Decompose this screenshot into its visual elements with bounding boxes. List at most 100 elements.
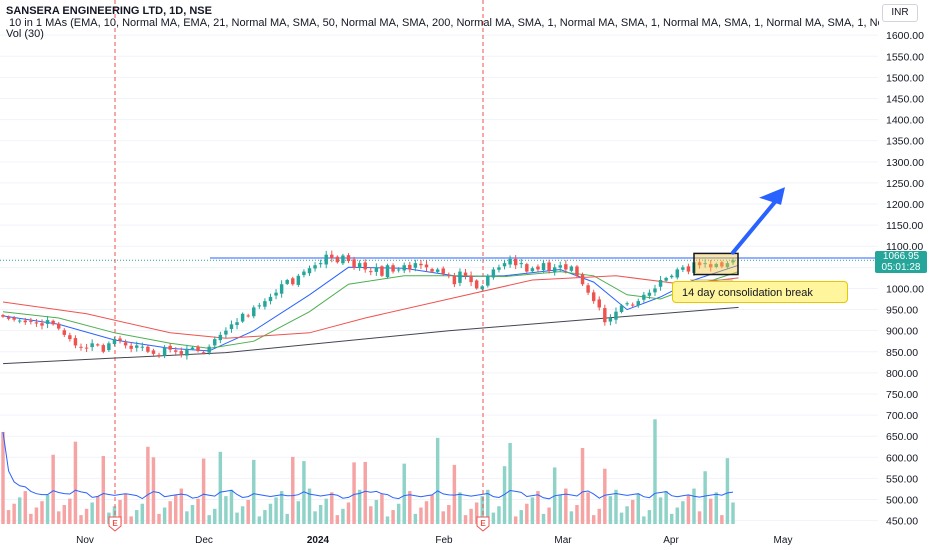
candle-body <box>357 263 362 269</box>
volume-bar <box>151 457 156 524</box>
volume-bar <box>608 496 613 524</box>
volume-bar <box>630 499 635 524</box>
candle-body <box>112 339 117 345</box>
candle-body <box>681 267 685 270</box>
volume-bar <box>357 489 362 524</box>
indicator-legend: 10 in 1 MAs (EMA, 10, Normal MA, EMA, 21… <box>9 17 879 29</box>
y-tick-label: 950.00 <box>886 305 918 317</box>
y-tick-label: 750.00 <box>886 389 918 401</box>
candle-body <box>96 344 100 346</box>
consolidation-rectangle <box>693 252 739 276</box>
volume-bar <box>692 488 696 524</box>
volume-bar <box>112 506 117 524</box>
volume-bar <box>569 511 574 524</box>
candle-body <box>135 345 139 348</box>
volume-bar <box>62 505 67 524</box>
candle-body <box>630 304 635 306</box>
volume-bar <box>79 515 83 524</box>
candle-body <box>653 288 657 293</box>
candle-body <box>391 265 395 272</box>
candle-body <box>469 275 473 283</box>
volume-bar <box>619 512 624 524</box>
volume-bar <box>497 506 501 524</box>
candle-body <box>201 352 206 354</box>
volume-bar <box>513 516 518 524</box>
volume-bar <box>335 515 340 524</box>
volume-bar <box>352 462 356 524</box>
candle-body <box>580 274 585 285</box>
candle-body <box>363 262 367 270</box>
volume-bar <box>697 511 702 524</box>
volume-bar <box>402 463 406 524</box>
volume-bar <box>580 448 585 524</box>
volume-bar <box>307 488 312 524</box>
volume-bar <box>68 498 72 524</box>
candle-body <box>68 335 72 340</box>
candle-body <box>235 322 239 326</box>
candle-body <box>413 263 418 268</box>
volume-bar <box>419 507 423 524</box>
consolidation-box <box>690 252 739 281</box>
currency-button[interactable]: INR <box>882 4 918 22</box>
volume-bar <box>486 489 490 524</box>
x-tick-label: 2024 <box>307 535 330 546</box>
y-tick-label: 1400.00 <box>886 115 924 127</box>
candle-body <box>697 262 702 266</box>
candle-body <box>17 320 22 322</box>
candle-body <box>458 271 462 283</box>
candle-body <box>720 262 724 267</box>
candle-body <box>335 256 340 263</box>
volume-bar <box>229 489 234 524</box>
candle-body <box>513 258 518 266</box>
volume-bar <box>597 508 601 524</box>
candle-body <box>246 315 250 317</box>
volume-bar <box>614 489 618 524</box>
volume-bar <box>519 510 523 524</box>
volume-bar <box>380 493 384 524</box>
volume-bar <box>463 515 468 524</box>
candle-body <box>207 346 211 353</box>
y-tick-label: 1600.00 <box>886 30 924 42</box>
volume-bar <box>302 461 306 524</box>
y-tick-label: 500.00 <box>886 495 918 507</box>
volume-bar <box>731 502 735 524</box>
candle-body <box>647 292 652 296</box>
chart-grid <box>0 34 878 522</box>
candle-body <box>151 350 156 354</box>
candle-body <box>51 320 55 325</box>
volume-bar <box>430 494 434 524</box>
y-tick-label: 1500.00 <box>886 72 924 84</box>
volume-bar <box>642 516 646 524</box>
candle-body <box>346 255 351 262</box>
arrow-head <box>759 187 785 205</box>
candle-body <box>218 334 223 341</box>
earnings-badge <box>476 516 490 532</box>
candle-body <box>435 269 440 272</box>
candle-body <box>369 271 373 273</box>
candle-body <box>313 265 317 269</box>
candle-body <box>430 269 434 272</box>
volume-bar <box>6 510 11 524</box>
candle-body <box>73 338 78 346</box>
volume-bar <box>135 510 139 524</box>
volume-bar <box>369 506 373 524</box>
candle-body <box>597 299 601 308</box>
candle-body <box>56 323 61 329</box>
candle-body <box>307 268 312 274</box>
candle-body <box>34 322 39 324</box>
consolidation-note[interactable]: 14 day consolidation break <box>672 281 848 303</box>
candle-body <box>480 286 484 290</box>
ma-line <box>2 306 739 365</box>
candle-body <box>185 348 189 356</box>
x-tick-label: Feb <box>435 535 453 546</box>
volume-bar <box>90 502 94 524</box>
volume-bar <box>218 451 223 524</box>
y-tick-label: 1450.00 <box>886 93 924 105</box>
volume-bar <box>29 513 33 524</box>
volume-bar <box>658 497 663 524</box>
candle-body <box>84 347 89 349</box>
candle-body <box>547 262 551 271</box>
volume-bar <box>625 506 629 524</box>
candle-body <box>408 264 412 270</box>
